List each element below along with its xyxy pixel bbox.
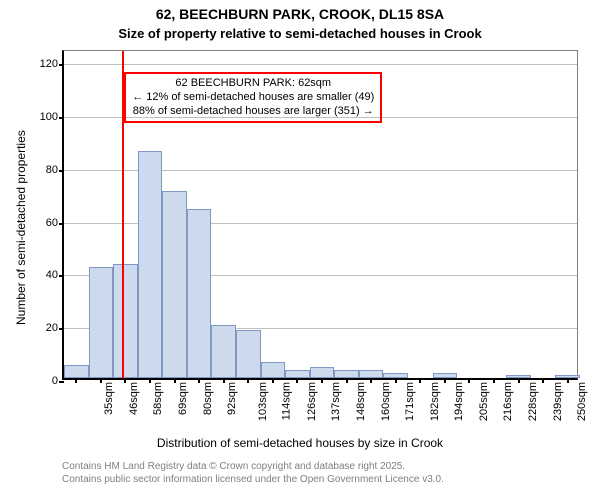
x-tick-label: 114sqm (281, 382, 293, 420)
histogram-bar (334, 370, 359, 378)
x-tick-label: 228sqm (527, 382, 539, 421)
y-tick-label: 40 (46, 269, 58, 281)
x-tick-mark (321, 378, 323, 383)
histogram-bar (310, 367, 335, 378)
x-tick-mark (100, 378, 102, 383)
x-tick-label: 250sqm (576, 382, 588, 421)
chart-title-main: 62, BEECHBURN PARK, CROOK, DL15 8SA (0, 6, 600, 22)
x-tick-label: 171sqm (404, 382, 416, 421)
histogram-bar (64, 365, 89, 378)
x-tick-mark (272, 378, 274, 383)
x-tick-label: 216sqm (503, 382, 515, 421)
x-tick-mark (174, 378, 176, 383)
x-tick-mark (542, 378, 544, 383)
x-tick-mark (198, 378, 200, 383)
y-tick-mark (59, 381, 64, 383)
x-tick-label: 182sqm (429, 382, 441, 421)
y-tick-label: 60 (46, 217, 58, 229)
y-tick-mark (59, 117, 64, 119)
annotation-line: 88% of semi-detached houses are larger (… (132, 105, 374, 119)
x-tick-mark (149, 378, 151, 383)
x-tick-mark (444, 378, 446, 383)
histogram-bar (359, 370, 384, 378)
x-tick-label: 126sqm (306, 382, 318, 421)
y-tick-label: 120 (40, 58, 58, 70)
x-tick-mark (247, 378, 249, 383)
x-tick-mark (567, 378, 569, 383)
attribution-line: Contains HM Land Registry data © Crown c… (62, 460, 444, 473)
x-tick-mark (296, 378, 298, 383)
y-tick-mark (59, 275, 64, 277)
annotation-line: 62 BEECHBURN PARK: 62sqm (132, 77, 374, 91)
histogram-bar (261, 362, 286, 378)
y-tick-mark (59, 223, 64, 225)
histogram-bar (138, 151, 163, 378)
attribution-text: Contains HM Land Registry data © Crown c… (62, 460, 444, 486)
y-tick-label: 20 (46, 322, 58, 334)
plot-area: 02040608010012035sqm46sqm58sqm69sqm80sqm… (62, 50, 578, 380)
x-tick-mark (419, 378, 421, 383)
histogram-bar (236, 330, 261, 378)
x-tick-mark (346, 378, 348, 383)
histogram-bar (211, 325, 236, 378)
x-axis-label: Distribution of semi-detached houses by … (0, 436, 600, 450)
chart-container: 62, BEECHBURN PARK, CROOK, DL15 8SA Size… (0, 0, 600, 500)
x-tick-label: 137sqm (331, 382, 343, 421)
x-tick-label: 69sqm (177, 382, 189, 415)
x-tick-mark (75, 378, 77, 383)
x-tick-label: 148sqm (355, 382, 367, 421)
histogram-bar (285, 370, 310, 378)
x-tick-label: 80sqm (202, 382, 214, 415)
x-tick-mark (395, 378, 397, 383)
annotation-line: ← 12% of semi-detached houses are smalle… (132, 91, 374, 105)
x-tick-mark (518, 378, 520, 383)
x-tick-label: 103sqm (257, 382, 269, 421)
x-tick-mark (223, 378, 225, 383)
x-tick-label: 194sqm (453, 382, 465, 421)
histogram-bar (162, 191, 187, 378)
x-tick-mark (370, 378, 372, 383)
x-tick-label: 92sqm (226, 382, 238, 415)
x-tick-label: 160sqm (380, 382, 392, 421)
histogram-bar (187, 209, 212, 378)
x-tick-label: 239sqm (552, 382, 564, 421)
chart-title-sub: Size of property relative to semi-detach… (0, 26, 600, 41)
y-tick-label: 100 (40, 111, 58, 123)
annotation-box: 62 BEECHBURN PARK: 62sqm← 12% of semi-de… (124, 72, 382, 123)
x-tick-mark (493, 378, 495, 383)
attribution-line: Contains public sector information licen… (62, 473, 444, 486)
histogram-bar (89, 267, 114, 378)
y-tick-mark (59, 170, 64, 172)
x-tick-label: 205sqm (478, 382, 490, 421)
x-tick-mark (468, 378, 470, 383)
x-tick-label: 46sqm (128, 382, 140, 415)
x-tick-label: 35sqm (103, 382, 115, 415)
histogram-bar (113, 264, 138, 378)
y-tick-mark (59, 328, 64, 330)
x-tick-label: 58sqm (152, 382, 164, 415)
y-tick-label: 0 (52, 375, 58, 387)
y-axis-label: Number of semi-detached properties (14, 130, 28, 325)
x-tick-mark (124, 378, 126, 383)
y-tick-mark (59, 64, 64, 66)
y-tick-label: 80 (46, 164, 58, 176)
gridline (64, 64, 577, 65)
